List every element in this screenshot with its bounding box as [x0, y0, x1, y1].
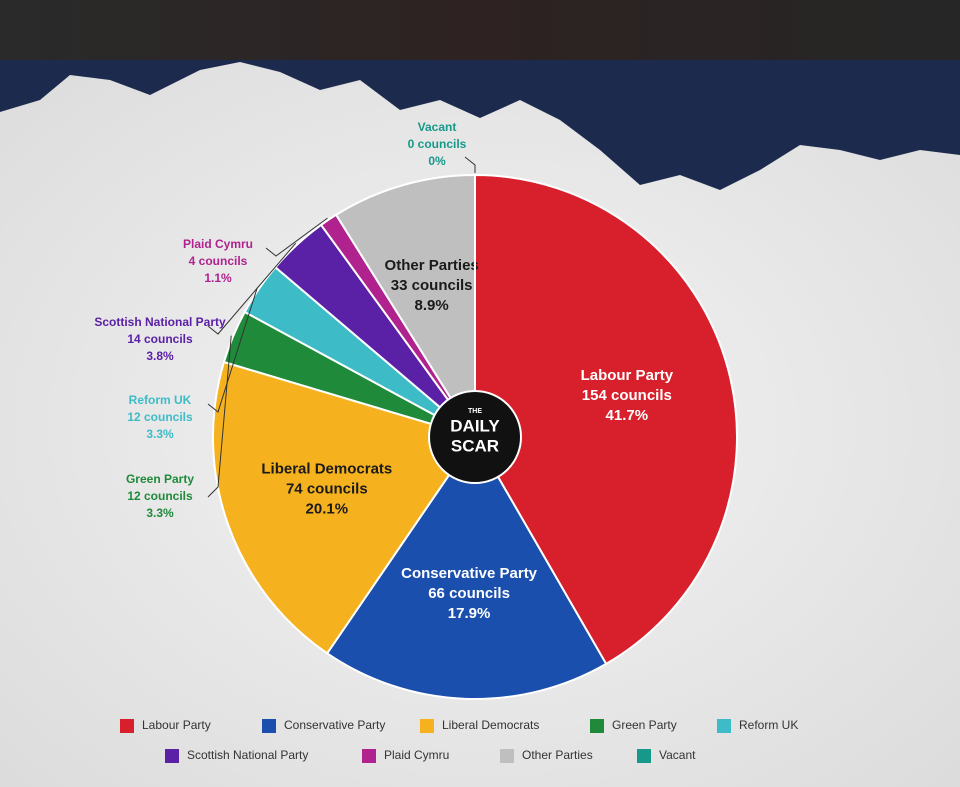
- slice-name: Liberal Democrats: [261, 460, 392, 477]
- logo-line1: DAILY: [450, 416, 500, 435]
- pie-slice: [334, 173, 476, 441]
- legend-swatch: [717, 719, 731, 733]
- slice-name: Labour Party: [581, 367, 674, 384]
- logo-badge: [428, 390, 522, 484]
- slice-councils: 0 councils: [408, 137, 467, 151]
- slice-percent: 41.7%: [606, 407, 649, 424]
- slice-name: Scottish National Party: [94, 315, 226, 329]
- slice-name: Green Party: [126, 472, 194, 486]
- slice-name: Vacant: [418, 120, 457, 134]
- slice-percent: 3.3%: [146, 427, 174, 441]
- slice-percent: 17.9%: [448, 605, 491, 622]
- pie: Labour Party 154 councils 41.7% Conservativ…: [94, 120, 738, 700]
- leader-line: [207, 287, 258, 413]
- slice-councils: 74 councils: [286, 480, 368, 497]
- slice-percent: 3.3%: [146, 506, 174, 520]
- legend-label: Vacant: [659, 748, 696, 762]
- pie-slice: [212, 360, 477, 655]
- legend-swatch: [500, 749, 514, 763]
- leader-line: [464, 156, 476, 173]
- legend-swatch: [420, 719, 434, 733]
- slice-percent: 8.9%: [415, 297, 449, 314]
- legend-swatch: [165, 749, 179, 763]
- legend-swatch: [362, 749, 376, 763]
- slice-name: Reform UK: [129, 393, 192, 407]
- slice-percent: 3.8%: [146, 349, 174, 363]
- legend-label: Other Parties: [522, 748, 593, 762]
- legend-label: Liberal Democrats: [442, 718, 539, 732]
- slice-name: Plaid Cymru: [183, 237, 253, 251]
- legend-swatch: [637, 749, 651, 763]
- slice-percent: 0%: [428, 154, 446, 168]
- leader-line: [207, 335, 232, 498]
- slice-councils: 33 councils: [391, 277, 473, 294]
- slice-councils: 12 councils: [127, 410, 193, 424]
- legend-swatch: [120, 719, 134, 733]
- legend-label: Plaid Cymru: [384, 748, 449, 762]
- legend-label: Labour Party: [142, 718, 211, 732]
- logo-line2: SCAR: [451, 436, 499, 455]
- legend-label: Conservative Party: [284, 718, 385, 732]
- top-band: [0, 0, 960, 60]
- pie-slice: [325, 435, 608, 700]
- pie-slice: [474, 173, 738, 666]
- slice-percent: 1.1%: [204, 271, 232, 285]
- logo-top: THE: [468, 408, 482, 415]
- leader-line: [265, 217, 328, 257]
- legend-label: Green Party: [612, 718, 677, 732]
- leader-line: [207, 242, 297, 335]
- slice-name: Other Parties: [385, 257, 479, 274]
- slice-councils: 154 councils: [582, 387, 672, 404]
- legend-swatch: [590, 719, 604, 733]
- legend-swatch: [262, 719, 276, 733]
- legend-label: Scottish National Party: [187, 748, 308, 762]
- slice-name: Conservative Party: [401, 565, 538, 582]
- slice-councils: 12 councils: [127, 489, 193, 503]
- legend-label: Reform UK: [739, 718, 798, 732]
- slice-councils: 14 councils: [127, 332, 193, 346]
- slice-councils: 4 councils: [189, 254, 248, 268]
- slice-councils: 66 councils: [428, 585, 510, 602]
- slice-percent: 20.1%: [306, 500, 349, 517]
